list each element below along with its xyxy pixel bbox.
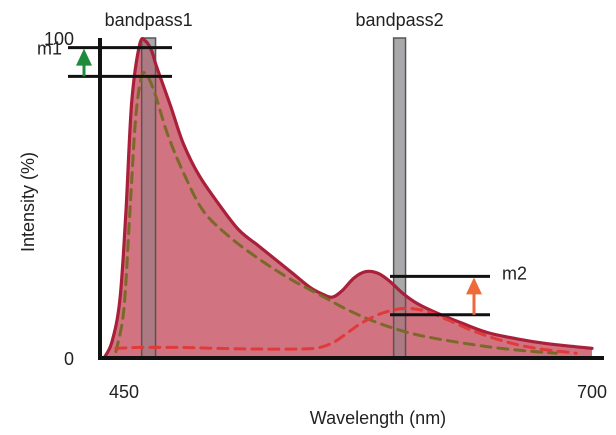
x-tick-label: 700 [577,382,607,402]
marker-label: m2 [502,263,527,283]
axes [98,38,604,360]
y-tick-label: 0 [64,349,74,369]
series-area [104,38,592,358]
series-layer [102,37,594,360]
series-line-dashed [114,306,578,355]
markers: m1 m2 [37,39,527,317]
y-axis-label: Intensity (%) [18,152,38,252]
bandpass-label: bandpass1 [105,10,193,30]
x-axis-label: Wavelength (nm) [310,408,446,428]
marker-arrow-head [76,48,92,66]
marker-arrow-head [466,277,482,295]
bandpass-band [393,38,406,358]
marker-label: m1 [37,39,62,59]
y-tick-label: 100 [44,29,74,49]
series-line-dashed [114,71,558,355]
x-tick-label: 450 [109,382,139,402]
bandpass-outlines: bandpass1 bandpass2 [105,10,444,30]
tick-labels: 450 700 0 100 [44,29,607,402]
bandpass-label: bandpass2 [356,10,444,30]
